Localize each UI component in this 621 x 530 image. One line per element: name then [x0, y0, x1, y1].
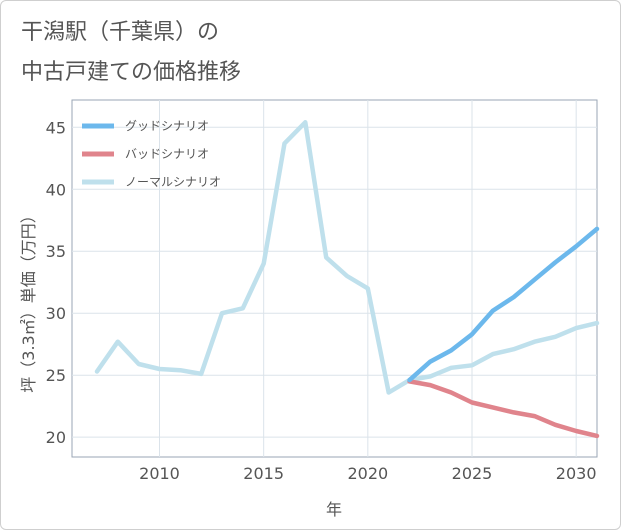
y-tick-label-35: 35	[46, 242, 66, 261]
x-tick-label-2025: 2025	[452, 464, 493, 483]
x-axis-label: 年	[326, 500, 342, 519]
x-tick-label-2010: 2010	[139, 464, 180, 483]
x-tick-label-2015: 2015	[243, 464, 284, 483]
legend-label-ノーマルシナリオ: ノーマルシナリオ	[125, 175, 221, 189]
y-tick-label-30: 30	[46, 304, 66, 323]
legend-label-バッドシナリオ: バッドシナリオ	[125, 147, 209, 161]
chart-title-line2: 中古戸建ての価格推移	[21, 60, 242, 85]
y-axis-label: 坪（3.3㎡）単価（万円）	[19, 207, 38, 392]
grid-lines	[72, 100, 597, 457]
y-tick-label-45: 45	[46, 118, 66, 137]
series-line-グッドシナリオ	[407, 226, 600, 383]
y-tick-label-40: 40	[46, 180, 66, 199]
chart-title: 干潟駅（千葉県）の 中古戸建ての価格推移	[21, 13, 241, 93]
series-line-ノーマルシナリオ	[94, 120, 600, 395]
series-line-バッドシナリオ	[407, 379, 600, 439]
x-tick-label-2030: 2030	[556, 464, 597, 483]
series-lines	[94, 120, 600, 439]
y-tick-label-20: 20	[46, 428, 66, 447]
x-tick-label-2020: 2020	[347, 464, 388, 483]
chart-title-line1: 干潟駅（千葉県）の	[21, 20, 220, 45]
legend-label-グッドシナリオ: グッドシナリオ	[125, 119, 209, 133]
y-tick-label-25: 25	[46, 366, 66, 385]
